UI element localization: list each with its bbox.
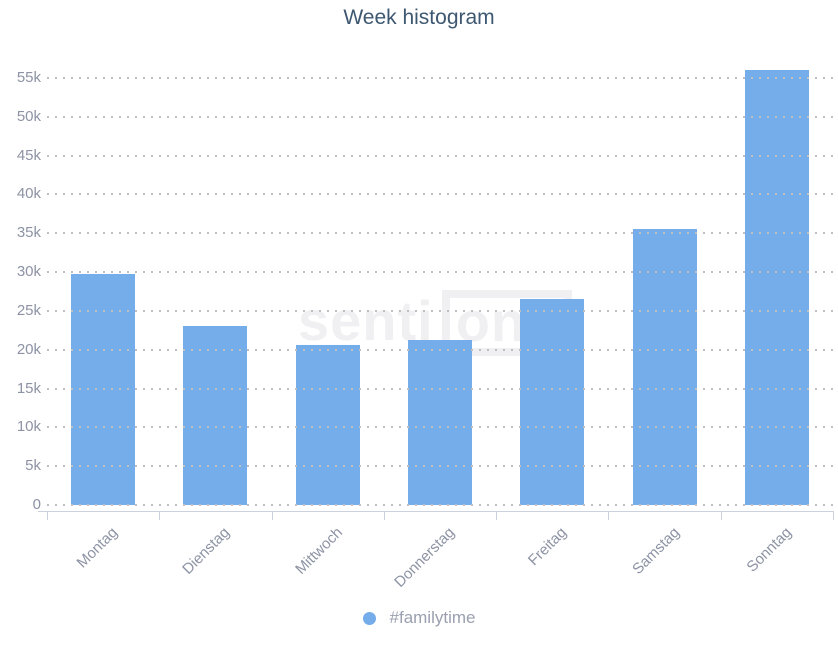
bar-sonntag[interactable] <box>745 70 809 505</box>
y-tick-label-20k: 20k <box>16 341 41 358</box>
x-axis-tick <box>608 511 609 520</box>
y-tick-label-40k: 40k <box>16 185 41 202</box>
y-tick-label-15k: 15k <box>16 380 41 397</box>
gridline-40k <box>47 193 833 195</box>
bar-samstag[interactable] <box>633 229 697 505</box>
gridline-55k <box>47 77 833 79</box>
gridline-5k <box>47 465 833 467</box>
x-axis-tick <box>272 511 273 520</box>
x-axis-tick <box>384 511 385 520</box>
x-axis-tick <box>47 511 48 520</box>
x-axis-line <box>38 511 833 512</box>
x-axis-tick <box>833 511 834 520</box>
watermark-sentione-logo: senti one <box>298 290 573 372</box>
y-tick-label-45k: 45k <box>16 147 41 164</box>
y-tick-label-30k: 30k <box>16 263 41 280</box>
gridline-45k <box>47 155 833 157</box>
chart-title: Week histogram <box>343 6 495 29</box>
bar-donnerstag[interactable] <box>408 340 472 505</box>
gridline-30k <box>47 271 833 273</box>
y-tick-label-25k: 25k <box>16 302 41 319</box>
x-axis-tick <box>159 511 160 520</box>
y-tick-label-5k: 5k <box>25 457 41 474</box>
legend-item-familytime[interactable]: #familytime <box>0 604 838 632</box>
gridline-15k <box>47 388 833 390</box>
gridline-0 <box>47 504 833 506</box>
y-tick-label-55k: 55k <box>16 69 41 86</box>
bar-dienstag[interactable] <box>183 326 247 505</box>
gridline-35k <box>47 232 833 234</box>
y-tick-label-0: 0 <box>32 496 41 513</box>
legend-marker-icon <box>362 611 376 625</box>
y-tick-label-10k: 10k <box>16 418 41 435</box>
gridline-25k <box>47 310 833 312</box>
gridline-50k <box>47 116 833 118</box>
gridline-10k <box>47 426 833 428</box>
gridline-20k <box>47 349 833 351</box>
y-tick-label-50k: 50k <box>16 108 41 125</box>
bar-mittwoch[interactable] <box>296 345 360 505</box>
x-axis-tick <box>496 511 497 520</box>
x-axis-tick <box>721 511 722 520</box>
bar-freitag[interactable] <box>520 299 584 505</box>
legend-label: #familytime <box>389 608 476 627</box>
y-tick-label-35k: 35k <box>16 224 41 241</box>
